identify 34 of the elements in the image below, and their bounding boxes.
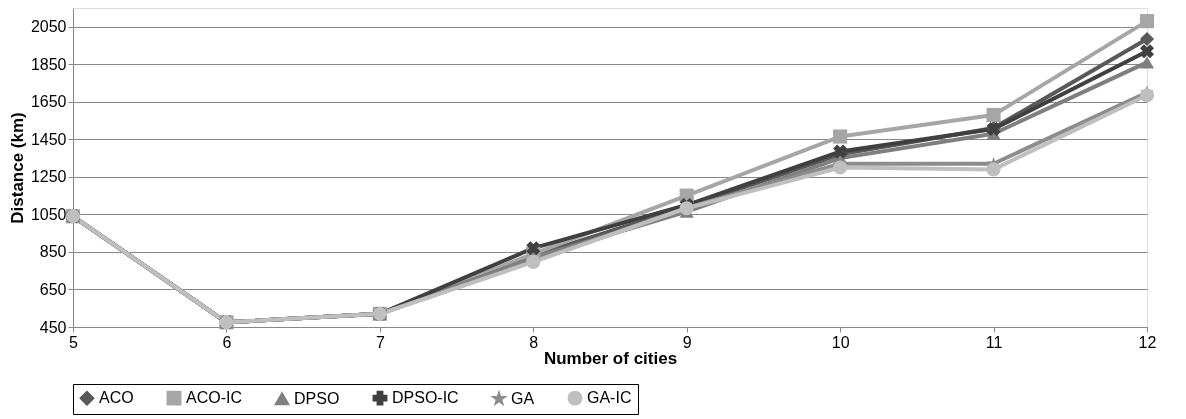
x-tick-label: 6: [222, 333, 232, 351]
y-tick-label: 1650: [30, 93, 67, 111]
point: [1140, 44, 1154, 59]
point: [1139, 14, 1155, 29]
x-tick-label: 12: [1138, 333, 1157, 351]
y-tick-label: 1050: [30, 205, 67, 223]
legend-label: DPSO-IC: [392, 389, 459, 407]
legend-label: GA-IC: [587, 389, 632, 407]
x-tick-label: 5: [69, 333, 79, 351]
point: [1139, 31, 1155, 47]
point: [833, 129, 848, 144]
y-tick-label: 850: [39, 243, 67, 261]
x-tick-label: 11: [985, 333, 1003, 351]
point: [1139, 56, 1155, 69]
y-tick-label: 1850: [30, 55, 67, 73]
x-tick-label: 7: [375, 333, 385, 351]
y-tick-label: 450: [39, 318, 67, 336]
point: [986, 107, 1001, 123]
legend-label: ACO: [99, 389, 134, 407]
y-axis-title: Distance (km): [7, 112, 27, 224]
point: [1139, 88, 1155, 103]
y-tick-label: 650: [39, 280, 67, 298]
x-axis-title: Number of cities: [543, 348, 678, 368]
point: [986, 162, 1001, 177]
legend-label: DPSO: [294, 389, 340, 407]
x-tick-label: 8: [529, 333, 539, 351]
y-tick-label: 2050: [30, 18, 67, 36]
legend-label: GA: [511, 389, 535, 407]
y-tick-label: 1250: [30, 168, 67, 186]
y-tick-label: 1450: [30, 130, 67, 148]
point: [833, 160, 848, 175]
legend-label: ACO-IC: [186, 389, 242, 407]
x-tick-label: 10: [831, 333, 850, 351]
x-tick-label: 9: [682, 333, 692, 351]
